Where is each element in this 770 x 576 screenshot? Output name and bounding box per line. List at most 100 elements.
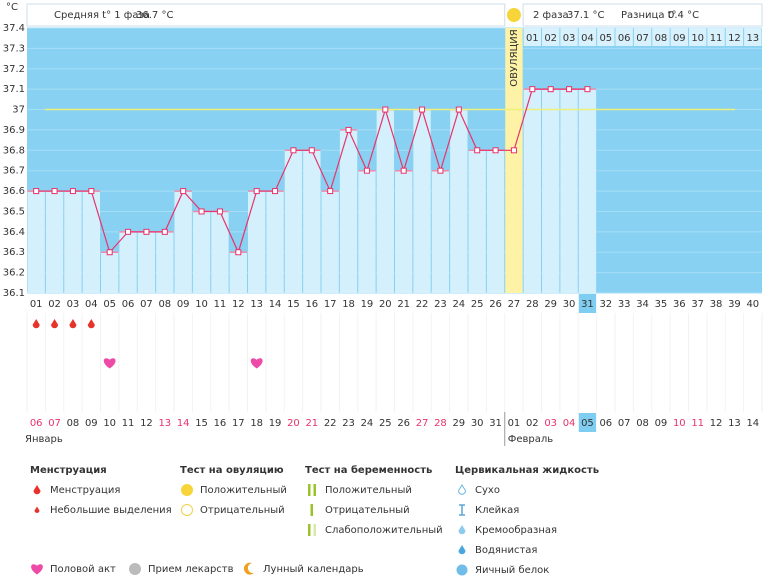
cycle-day-label: 19 bbox=[361, 299, 374, 310]
cycle-day-label: 11 bbox=[214, 299, 227, 310]
cycle-day-label: 06 bbox=[122, 299, 135, 310]
phase2-day-cell bbox=[744, 28, 762, 46]
cycle-day-label: 14 bbox=[269, 299, 282, 310]
temp-bar bbox=[45, 191, 64, 293]
cycle-day-label: 34 bbox=[636, 299, 649, 310]
y-tick-label: 36.2 bbox=[3, 268, 25, 279]
phase2-day-cell bbox=[633, 28, 652, 46]
date-label: 16 bbox=[214, 418, 227, 429]
date-label: 30 bbox=[471, 418, 484, 429]
date-label: 09 bbox=[85, 418, 98, 429]
date-label: 11 bbox=[691, 418, 704, 429]
legend-item: Небольшие выделения bbox=[50, 505, 172, 516]
y-tick-label: 36.5 bbox=[3, 206, 25, 217]
date-label: 17 bbox=[232, 418, 245, 429]
cycle-day-label: 25 bbox=[471, 299, 484, 310]
cycle-day-label: 32 bbox=[599, 299, 612, 310]
temp-point bbox=[327, 188, 334, 195]
phase2-day-cell bbox=[670, 28, 688, 46]
phase1-header bbox=[26, 3, 506, 27]
temp-bar bbox=[64, 191, 82, 293]
date-label: 21 bbox=[305, 418, 318, 429]
date-label: 25 bbox=[379, 418, 392, 429]
phase2-day-cell bbox=[615, 28, 633, 46]
temp-point bbox=[455, 106, 462, 113]
cycle-day-label: 21 bbox=[397, 299, 410, 310]
legend-item: Половой акт bbox=[50, 564, 116, 575]
cycle-day-label: 10 bbox=[195, 299, 208, 310]
header-value: 36.7 °C bbox=[136, 10, 173, 21]
y-tick-label: 37.4 bbox=[3, 23, 25, 34]
date-label: 01 bbox=[508, 418, 521, 429]
temp-bar bbox=[321, 191, 339, 293]
temp-bar bbox=[156, 231, 174, 293]
legend-icon bbox=[310, 504, 313, 516]
date-label: 13 bbox=[728, 418, 741, 429]
legend-icon bbox=[31, 564, 43, 575]
temp-point bbox=[69, 188, 76, 195]
temp-bar bbox=[431, 170, 450, 293]
temp-point bbox=[161, 228, 168, 235]
date-label: 06 bbox=[599, 418, 612, 429]
cycle-day-label: 01 bbox=[30, 299, 43, 310]
temp-bar bbox=[450, 109, 468, 294]
date-label: 12 bbox=[710, 418, 723, 429]
legend-icon bbox=[129, 563, 141, 575]
temp-bar bbox=[211, 211, 229, 293]
temp-point bbox=[235, 249, 242, 256]
temp-point bbox=[88, 188, 95, 195]
y-tick-label: 37.1 bbox=[3, 84, 25, 95]
cycle-day-label: 22 bbox=[416, 299, 429, 310]
date-label: 10 bbox=[673, 418, 686, 429]
header-label: Средняя t° 1 фаза bbox=[54, 10, 150, 21]
temp-point bbox=[33, 188, 40, 195]
intercourse-mark bbox=[250, 358, 263, 369]
phase2-day-cell bbox=[523, 28, 541, 46]
temp-bar bbox=[284, 150, 303, 293]
cycle-day-label: 37 bbox=[691, 299, 704, 310]
phase2-day-cell bbox=[542, 28, 560, 46]
cycle-day-label: 16 bbox=[305, 299, 318, 310]
y-tick-label: 36.8 bbox=[3, 145, 25, 156]
date-label: 15 bbox=[195, 418, 208, 429]
date-label: 20 bbox=[287, 418, 300, 429]
y-tick-label: 37 bbox=[12, 105, 25, 116]
legend-icon bbox=[34, 506, 40, 513]
cycle-day-label: 39 bbox=[728, 299, 741, 310]
legend-item: Менструация bbox=[50, 485, 120, 496]
temp-bar bbox=[486, 150, 505, 293]
legend-item: Отрицательный bbox=[200, 505, 285, 516]
temp-point bbox=[382, 106, 389, 113]
cycle-day-label: 27 bbox=[508, 299, 521, 310]
phase2-day-label: 07 bbox=[636, 33, 649, 44]
temp-bar bbox=[376, 109, 394, 294]
y-tick-label: 36.6 bbox=[3, 186, 25, 197]
temp-point bbox=[363, 167, 370, 174]
menstruation-mark bbox=[51, 319, 59, 329]
legend-icon bbox=[308, 524, 311, 536]
cycle-day-label: 12 bbox=[232, 299, 245, 310]
legend-item: Кремообразная bbox=[475, 525, 557, 536]
phase2-day-cell bbox=[652, 28, 670, 46]
phase2-day-label: 02 bbox=[544, 33, 557, 44]
cycle-day-label: 40 bbox=[746, 299, 759, 310]
phase2-day-cell bbox=[578, 28, 597, 46]
phase2-day-cell bbox=[725, 28, 744, 46]
legend-icon bbox=[33, 485, 41, 495]
legend-item: Прием лекарств bbox=[148, 564, 234, 575]
legend-group-title: Тест на овуляцию bbox=[180, 465, 284, 476]
cycle-day-label: 05 bbox=[103, 299, 116, 310]
cycle-day-label: 15 bbox=[287, 299, 300, 310]
temp-bar bbox=[395, 170, 413, 293]
temp-bar bbox=[266, 191, 284, 293]
temp-bar bbox=[119, 231, 137, 293]
temp-point bbox=[566, 86, 573, 93]
temp-point bbox=[492, 147, 499, 154]
temp-point bbox=[198, 208, 205, 215]
phase2-day-cell bbox=[597, 28, 615, 46]
legend-item: Яичный белок bbox=[475, 565, 549, 576]
phase2-day-label: 03 bbox=[563, 33, 576, 44]
temp-point bbox=[529, 86, 536, 93]
temp-point bbox=[437, 167, 444, 174]
temp-bar bbox=[560, 89, 578, 294]
